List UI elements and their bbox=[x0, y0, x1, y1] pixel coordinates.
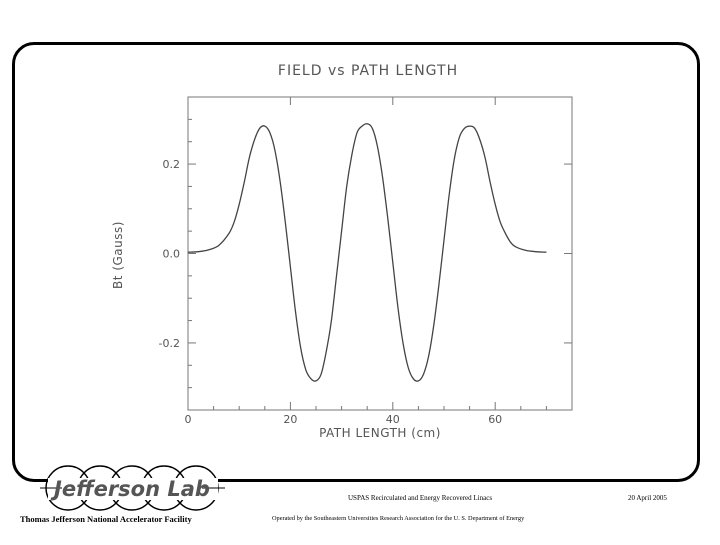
x-axis-label: PATH LENGTH (cm) bbox=[319, 426, 441, 440]
operator-statement: Operated by the Southeastern Universitie… bbox=[272, 515, 525, 522]
y-tick-label: 0.2 bbox=[163, 158, 181, 171]
x-tick-label: 0 bbox=[185, 413, 192, 426]
date-label: 20 April 2005 bbox=[628, 494, 667, 502]
x-axis-ticks: 0 20 40 60 bbox=[185, 97, 547, 426]
chart-title: FIELD vs PATH LENGTH bbox=[278, 63, 458, 79]
x-tick-label: 40 bbox=[386, 413, 400, 426]
y-axis-label: Bt (Gauss) bbox=[111, 221, 125, 289]
y-tick-label: -0.2 bbox=[159, 337, 180, 350]
y-axis-ticks: 0.2 0.0 -0.2 bbox=[159, 118, 572, 389]
svg-text:Jefferson Lab: Jefferson Lab bbox=[50, 477, 210, 501]
series-line-bt bbox=[187, 123, 547, 382]
course-title: USPAS Recirculated and Energy Recovered … bbox=[348, 494, 493, 502]
x-tick-label: 60 bbox=[488, 413, 502, 426]
plot-frame bbox=[187, 96, 573, 411]
slide-frame bbox=[12, 42, 700, 482]
jefferson-lab-logo: Jefferson Lab bbox=[40, 465, 225, 511]
y-tick-label: 0.0 bbox=[163, 248, 181, 261]
x-tick-label: 20 bbox=[283, 413, 297, 426]
facility-name: Thomas Jefferson National Accelerator Fa… bbox=[20, 514, 192, 524]
